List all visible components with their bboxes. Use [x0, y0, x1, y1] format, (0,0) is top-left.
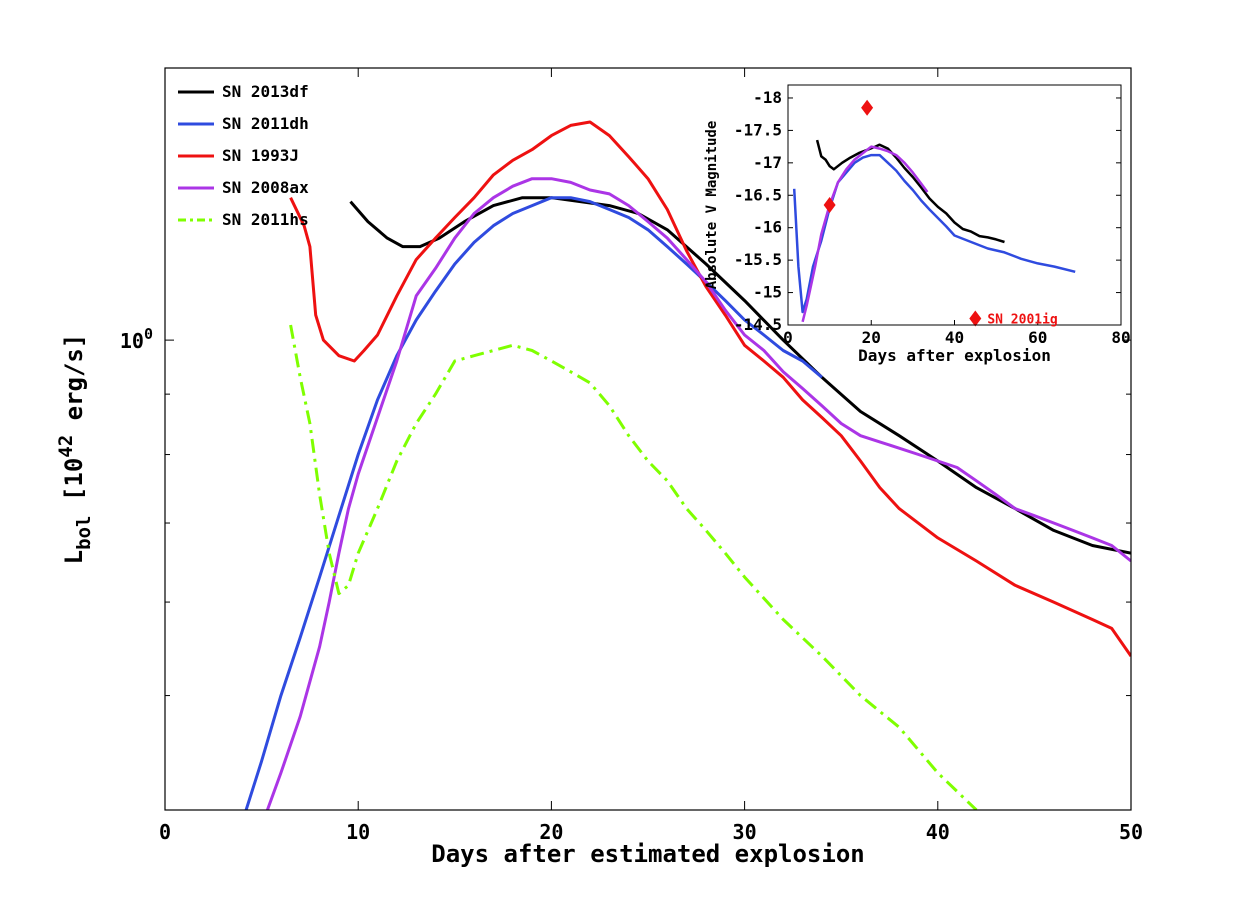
- inset-plot: 0 20 40 60 80 -18 -17.5 -17 -16.5 -16 -15.5 -15 -14.…: [704, 84, 1131, 365]
- inset-y-tick-label: -17: [753, 153, 782, 172]
- inset-ticks-group: 0 20 40 60 80 -18 -17.5 -17 -16.5 -16 -15.5 -15 -14.…: [734, 88, 1131, 347]
- inset-marker-sn-2001ig: [861, 99, 874, 116]
- inset-series-line-sn-2008ax: [801, 145, 929, 323]
- inset-y-tick-label: -15: [753, 283, 782, 302]
- legend-label-sn-2013df: SN 2013df: [222, 82, 309, 101]
- inset-y-tick-label: -16: [753, 218, 782, 237]
- inset-marker-sn-2001ig: [969, 310, 982, 327]
- main-series-group: [244, 120, 1131, 810]
- inset-background: [788, 85, 1121, 325]
- inset-x-tick-label: 80: [1111, 328, 1130, 347]
- series-line-sn-2011hs: [289, 324, 978, 810]
- inset-y-tick-label: -17.5: [734, 120, 782, 139]
- inset-y-tick-label: -16.5: [734, 185, 782, 204]
- main-plot: 0 10 20 30 40 50 100 Days after estimated expl…: [55, 67, 1143, 868]
- inset-y-tick-label: -18: [753, 88, 782, 107]
- y-axis-label-sub: bol: [73, 516, 95, 550]
- legend: SN 2013df SN 2011dh SN 1993J SN 2008ax SN 20…: [178, 82, 309, 229]
- inset-x-tick-label: 0: [783, 328, 793, 347]
- main-ticks-group: 0 10 20 30 40 50 100: [120, 68, 1143, 844]
- x-tick-label: 40: [926, 820, 950, 844]
- y-axis-label-base: L: [60, 550, 88, 564]
- inset-x-tick-label: 20: [862, 328, 881, 347]
- y-axis-label: Lbol [1042 erg/s]: [55, 334, 95, 565]
- x-tick-label: 10: [346, 820, 370, 844]
- inset-series-group: [792, 99, 1076, 327]
- inset-y-tick-label: -15.5: [734, 250, 782, 269]
- x-tick-label: 30: [733, 820, 757, 844]
- inset-marker-sn-2001ig: [823, 197, 836, 213]
- inset-x-tick-label: 60: [1028, 328, 1047, 347]
- x-tick-label: 20: [539, 820, 563, 844]
- legend-label-sn-2008ax: SN 2008ax: [222, 178, 309, 197]
- main-axes-frame: [164, 67, 1132, 811]
- series-line-sn-2011dh: [244, 196, 823, 810]
- inset-annotation-sn2001ig: SN 2001ig: [987, 313, 1057, 328]
- inset-y-axis-label: Absolute V Magnitude: [704, 121, 720, 290]
- inset-y-tick-label: -14.5: [734, 315, 782, 334]
- series-line-sn-2008ax: [265, 177, 1131, 810]
- series-line-sn-1993j: [289, 120, 1131, 657]
- inset-series-line-sn-2013df: [815, 139, 1005, 244]
- y-axis-label-sup: 42: [55, 435, 77, 458]
- legend-label-sn-2011hs: SN 2011hs: [222, 210, 309, 229]
- x-tick-label: 0: [159, 820, 171, 844]
- inset-x-tick-label: 40: [945, 328, 964, 347]
- y-axis-label-rest1: [10: [60, 458, 88, 516]
- y-axis-label-rest2: erg/s]: [60, 334, 88, 435]
- legend-label-sn-1993j: SN 1993J: [222, 146, 299, 165]
- y-tick-label: 100: [120, 325, 153, 353]
- legend-label-sn-2011dh: SN 2011dh: [222, 114, 309, 133]
- inset-x-axis-label: Days after explosion: [858, 346, 1051, 365]
- x-tick-label: 50: [1119, 820, 1143, 844]
- series-line-sn-2013df: [349, 196, 1131, 555]
- x-axis-label: Days after estimated explosion: [431, 840, 864, 868]
